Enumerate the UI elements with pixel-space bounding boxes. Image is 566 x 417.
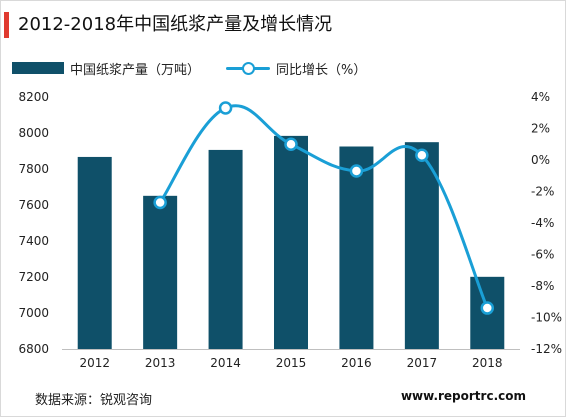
x-tick-label: 2013	[145, 356, 176, 370]
y2-tick-label: 0%	[531, 153, 550, 167]
growth-point	[480, 301, 495, 315]
bar	[77, 156, 112, 349]
x-tick-label: 2018	[472, 356, 503, 370]
growth-point	[349, 164, 364, 178]
y2-tick-label: -2%	[531, 185, 554, 199]
y-tick-label: 7400	[18, 234, 49, 248]
y2-tick-label: -12%	[531, 342, 562, 356]
source-note: 数据来源：锐观咨询	[35, 393, 153, 408]
bar	[274, 135, 308, 349]
y-tick-label: 8000	[18, 126, 49, 140]
legend-line-swatch	[226, 61, 271, 75]
y2-tick-label: -6%	[531, 248, 554, 262]
y-tick-label: 7200	[18, 270, 49, 284]
y-tick-label: 6800	[18, 342, 49, 356]
legend-bar-label: 中国纸浆产量（万吨）	[70, 62, 201, 78]
x-tick-label: 2017	[407, 356, 438, 370]
chart-title: 2012-2018年中国纸浆产量及增长情况	[18, 14, 333, 35]
growth-point	[218, 101, 233, 115]
y2-tick-label: -8%	[531, 279, 554, 293]
y2-tick-label: -10%	[531, 311, 562, 325]
x-tick-label: 2016	[341, 356, 372, 370]
y2-tick-label: -4%	[531, 216, 554, 230]
growth-point	[284, 137, 298, 151]
website-label: www.reportrc.com	[400, 389, 526, 403]
bar	[208, 149, 243, 349]
chart-legend: 中国纸浆产量（万吨） 同比增长（%）	[12, 58, 366, 78]
y-tick-label: 8200	[18, 90, 49, 104]
x-tick-label: 2015	[276, 356, 307, 370]
legend-line-label: 同比增长（%）	[276, 62, 367, 78]
growth-point	[153, 195, 167, 210]
y2-tick-label: 4%	[531, 90, 550, 104]
bar	[143, 195, 178, 349]
title-accent-bar	[4, 12, 9, 38]
y2-tick-label: 2%	[531, 122, 550, 136]
legend-line-marker	[242, 62, 256, 75]
bar	[404, 142, 439, 349]
x-tick-label: 2014	[210, 356, 241, 370]
x-tick-label: 2012	[79, 356, 110, 370]
growth-point	[415, 148, 429, 163]
legend-bar-swatch	[12, 62, 64, 74]
y-tick-label: 7800	[18, 162, 49, 176]
y-tick-label: 7600	[18, 198, 49, 212]
y-tick-label: 7000	[18, 306, 49, 320]
growth-line	[158, 104, 489, 310]
bar	[339, 146, 374, 349]
